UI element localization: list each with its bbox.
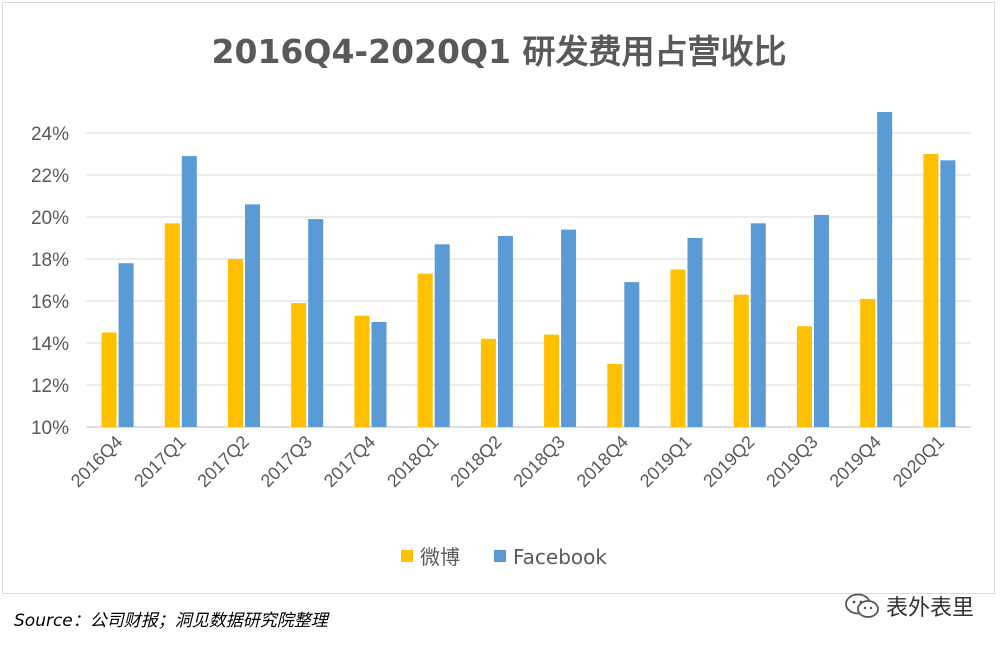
bar-weibo (860, 298, 876, 427)
x-tick-label: 2018Q2 (446, 432, 505, 491)
bar-facebook (308, 219, 324, 427)
bar-weibo (228, 259, 243, 427)
x-tick-label: 2018Q1 (383, 432, 442, 491)
bar-weibo (354, 315, 370, 427)
bar-weibo (607, 364, 623, 427)
y-tick-label: 12% (31, 376, 69, 397)
bar-weibo (101, 332, 117, 427)
bar-facebook (750, 223, 766, 427)
legend: 微博 Facebook (401, 545, 607, 569)
watermark-text: 表外表里 (885, 596, 974, 621)
bar-facebook (624, 282, 640, 427)
bar-facebook (371, 322, 387, 427)
bar-facebook (561, 229, 577, 427)
x-tick-label: 2019Q3 (762, 432, 821, 491)
wechat-icon (845, 593, 879, 618)
bar-facebook (877, 112, 893, 427)
x-tick-label: 2017Q3 (257, 432, 316, 491)
bar-weibo (480, 338, 496, 427)
y-tick-label: 10% (31, 418, 69, 439)
bar-facebook (181, 156, 197, 427)
y-tick-label: 16% (31, 292, 69, 313)
grid-lines (86, 132, 971, 428)
legend-swatch-facebook (494, 550, 506, 562)
x-tick-label: 2017Q1 (130, 432, 189, 491)
bar-facebook (118, 263, 134, 427)
watermark: 表外表里 (844, 590, 974, 622)
legend-swatch-weibo (401, 550, 413, 562)
y-tick-label: 22% (31, 166, 69, 187)
bar-weibo (417, 273, 433, 427)
bar-weibo (733, 294, 749, 427)
x-tick-label: 2019Q1 (636, 432, 695, 491)
bar-weibo (670, 269, 686, 427)
x-tick-label: 2018Q3 (509, 432, 568, 491)
bar-weibo (797, 326, 812, 427)
bar-facebook (497, 235, 513, 427)
y-axis-ticks: 10% 12% 14% 16% 18% 20% 22% 24% (31, 124, 69, 439)
x-axis-ticks: 2016Q4 2017Q1 2017Q2 2017Q3 2017Q4 2018Q1 2018… (67, 432, 948, 491)
x-tick-label: 2016Q4 (67, 432, 126, 491)
y-tick-label: 20% (31, 208, 69, 229)
chart-title: 2016Q4-2020Q1 研发费用占营收比 (212, 32, 787, 71)
bar-weibo (544, 334, 560, 427)
source-note: Source：公司财报；洞见数据研究院整理 (14, 611, 328, 631)
bar-weibo (291, 303, 307, 427)
bar-facebook (814, 214, 829, 427)
chart-svg: 2016Q4-2020Q1 研发费用占营收比 10% 12% 14% 16% 18% 20… (31, 32, 971, 569)
bar-marks (101, 112, 956, 428)
y-tick-label: 14% (31, 334, 69, 355)
x-tick-label: 2019Q2 (699, 432, 758, 491)
bar-facebook (687, 238, 703, 427)
x-tick-label: 2020Q1 (889, 432, 948, 491)
legend-label-facebook: Facebook (513, 545, 607, 569)
bar-facebook (245, 204, 260, 427)
x-tick-label: 2017Q2 (193, 432, 252, 491)
chart-frame: 2016Q4-2020Q1 研发费用占营收比 10% 12% 14% 16% 18% 20… (2, 2, 995, 594)
bar-facebook (434, 244, 450, 427)
bar-weibo (923, 154, 939, 427)
bar-weibo (164, 223, 180, 427)
x-tick-label: 2018Q4 (573, 432, 632, 491)
legend-label-weibo: 微博 (420, 545, 460, 569)
x-tick-label: 2017Q4 (320, 432, 379, 491)
y-tick-label: 18% (31, 250, 69, 271)
bar-facebook (940, 160, 956, 428)
x-tick-label: 2019Q4 (826, 432, 885, 491)
y-tick-label: 24% (31, 124, 69, 145)
